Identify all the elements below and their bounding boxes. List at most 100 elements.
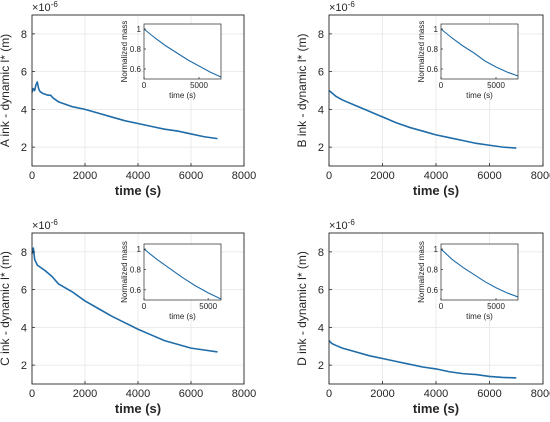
y-tick-label: 2 <box>21 142 27 154</box>
exponent-power: -6 <box>51 218 59 227</box>
inset-chart: 0 5000 0.6 0.8 1 time (s) Normalized mass <box>417 21 519 100</box>
x-tick-label: 0 <box>326 388 332 400</box>
y-tick-label: 2 <box>318 360 324 372</box>
inset-y-axis-label: Normalized mass <box>120 21 129 83</box>
y-tick-label: 6 <box>21 67 27 79</box>
x-tick-label: 4000 <box>126 170 150 182</box>
y-tick-label: 6 <box>318 67 324 79</box>
x-tick-label: 6000 <box>477 170 501 182</box>
series-line <box>328 340 517 379</box>
y-axis-label: A ink - dynamic l* (m) <box>0 34 12 147</box>
inset-y-tick-label: 1 <box>434 25 439 34</box>
x-axis-label: time (s) <box>413 401 459 416</box>
y-exponent-label: ×10-6 <box>329 218 355 232</box>
y-tick-label: 4 <box>318 322 324 334</box>
inset-x-tick-label: 5000 <box>487 81 505 90</box>
series-line <box>328 89 517 149</box>
x-tick-label: 2000 <box>73 388 97 400</box>
inset-y-tick-label: 0.8 <box>130 265 142 274</box>
inset-plot-area <box>441 244 518 300</box>
inset-x-tick-label: 0 <box>142 81 147 90</box>
inset-x-tick-label: 0 <box>439 302 444 311</box>
axes-box <box>31 14 245 167</box>
axes-box <box>31 232 245 385</box>
exponent-base: ×10 <box>329 2 348 14</box>
inset-x-axis-label: time (s) <box>169 312 196 321</box>
inset-series-line <box>440 28 519 77</box>
inset-series-line <box>143 28 222 78</box>
inset-y-tick-label: 0.8 <box>427 45 439 54</box>
y-axis-label: C ink - dynamic l* (m) <box>0 251 12 366</box>
inset-y-tick-label: 0.6 <box>427 65 439 74</box>
exponent-power: -6 <box>348 218 356 227</box>
inset-y-tick-label: 0.8 <box>130 45 142 54</box>
panel-d: 0 2000 4000 6000 8000 2 4 6 8 ×10-6 time (s) D ink … <box>295 218 550 416</box>
inset-y-tick-label: 0.6 <box>130 65 142 74</box>
y-tick-label: 2 <box>21 360 27 372</box>
y-axis-label: D ink - dynamic l* (m) <box>295 251 309 366</box>
inset-plot-area <box>441 24 518 79</box>
y-tick-label: 6 <box>318 285 324 297</box>
inset-axes-box <box>440 23 519 80</box>
inset-y-tick-label: 0.6 <box>130 286 142 295</box>
y-tick-label: 8 <box>318 247 324 259</box>
inset-y-tick-label: 1 <box>137 245 142 254</box>
inset-y-axis-label: Normalized mass <box>417 241 426 303</box>
y-tick-label: 8 <box>21 29 27 41</box>
panel-c: 0 2000 4000 6000 8000 2 4 6 8 ×10-6 time (s) C ink … <box>0 218 256 416</box>
y-tick-label: 8 <box>318 29 324 41</box>
x-tick-label: 8000 <box>531 170 550 182</box>
inset-x-axis-label: time (s) <box>466 312 493 321</box>
exponent-power: -6 <box>51 0 59 9</box>
series-line <box>31 247 218 353</box>
inset-plot-area <box>144 24 221 79</box>
exponent-base: ×10 <box>32 2 51 14</box>
series-line <box>31 81 218 140</box>
inset-y-tick-label: 0.8 <box>427 265 439 274</box>
y-tick-label: 4 <box>21 322 27 334</box>
x-axis-label: time (s) <box>413 183 459 198</box>
exponent-power: -6 <box>348 0 356 9</box>
y-axis-label: B ink - dynamic l* (m) <box>295 33 309 147</box>
inset-chart: 0 5000 0.6 0.8 1 time (s) Normalized mass <box>120 21 222 100</box>
inset-x-tick-label: 5000 <box>487 302 505 311</box>
inset-axes-box <box>143 23 222 80</box>
x-tick-label: 6000 <box>477 388 501 400</box>
inset-x-tick-label: 0 <box>439 81 444 90</box>
x-tick-label: 8000 <box>232 388 256 400</box>
inset-y-axis-label: Normalized mass <box>120 241 129 303</box>
y-exponent-label: ×10-6 <box>32 0 58 14</box>
inset-plot-area <box>144 244 221 300</box>
x-tick-label: 8000 <box>531 388 550 400</box>
exponent-base: ×10 <box>32 220 51 232</box>
inset-x-axis-label: time (s) <box>466 91 493 100</box>
x-tick-label: 6000 <box>179 170 203 182</box>
x-tick-label: 0 <box>326 170 332 182</box>
y-exponent-label: ×10-6 <box>329 0 355 14</box>
y-tick-label: 4 <box>21 104 27 116</box>
x-tick-label: 2000 <box>370 388 394 400</box>
inset-y-tick-label: 1 <box>434 245 439 254</box>
inset-y-axis-label: Normalized mass <box>417 21 426 83</box>
x-axis-label: time (s) <box>115 401 161 416</box>
x-tick-label: 0 <box>29 388 35 400</box>
inset-series-line <box>143 248 222 300</box>
inset-x-tick-label: 0 <box>142 302 147 311</box>
inset-x-tick-label: 5000 <box>190 81 208 90</box>
y-tick-label: 6 <box>21 285 27 297</box>
x-tick-label: 8000 <box>232 170 256 182</box>
x-tick-label: 4000 <box>424 388 448 400</box>
exponent-base: ×10 <box>329 220 348 232</box>
inset-chart: 0 5000 0.6 0.8 1 time (s) Normalized mass <box>120 241 222 321</box>
x-tick-label: 2000 <box>370 170 394 182</box>
x-axis-label: time (s) <box>115 183 161 198</box>
panel-b: 0 2000 4000 6000 8000 2 4 6 8 ×10-6 time (s) B ink … <box>295 0 550 198</box>
axes-box <box>328 14 544 167</box>
y-tick-label: 8 <box>21 247 27 259</box>
inset-x-tick-label: 5000 <box>199 302 217 311</box>
inset-axes-box <box>143 243 222 301</box>
axes-box <box>328 232 544 385</box>
y-tick-label: 2 <box>318 142 324 154</box>
x-tick-label: 0 <box>29 170 35 182</box>
